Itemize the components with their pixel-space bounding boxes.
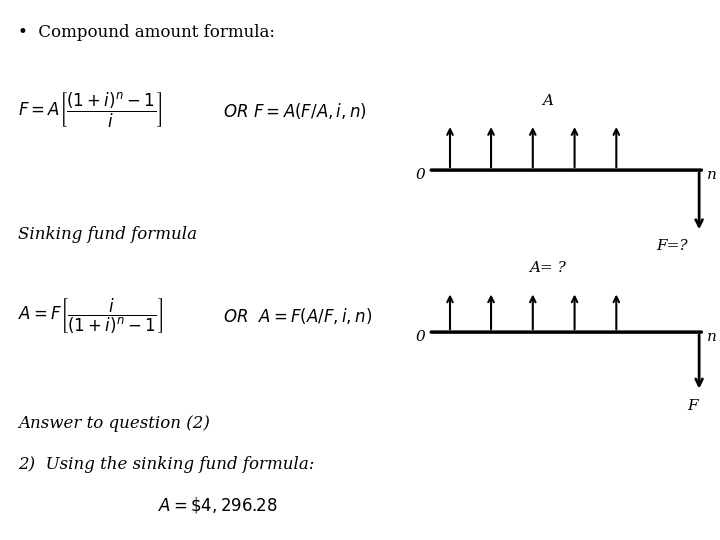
Text: F=?: F=? — [656, 239, 688, 253]
Text: F: F — [688, 399, 698, 413]
Text: 0: 0 — [415, 168, 425, 183]
Text: 2)  Using the sinking fund formula:: 2) Using the sinking fund formula: — [18, 456, 315, 473]
Text: $F = A\left[\dfrac{(1+i)^{n}-1}{i}\right]$: $F = A\left[\dfrac{(1+i)^{n}-1}{i}\right… — [18, 91, 162, 130]
Text: Answer to question (2): Answer to question (2) — [18, 415, 210, 433]
Text: $OR\ F = A(F/A, i, n)$: $OR\ F = A(F/A, i, n)$ — [223, 100, 367, 121]
Text: A= ?: A= ? — [528, 261, 566, 275]
Text: $A = F\left[\dfrac{i}{(1+i)^{n}-1}\right]$: $A = F\left[\dfrac{i}{(1+i)^{n}-1}\right… — [18, 296, 163, 335]
Text: n: n — [707, 168, 717, 183]
Text: $A = \$4,296.28$: $A = \$4,296.28$ — [158, 495, 279, 515]
Text: Sinking fund formula: Sinking fund formula — [18, 226, 197, 244]
Text: $OR\ \ A = F(A/F, i, n)$: $OR\ \ A = F(A/F, i, n)$ — [223, 306, 372, 326]
Text: n: n — [707, 330, 717, 345]
Text: A: A — [541, 94, 553, 108]
Text: 0: 0 — [415, 330, 425, 345]
Text: •  Compound amount formula:: • Compound amount formula: — [18, 24, 275, 41]
